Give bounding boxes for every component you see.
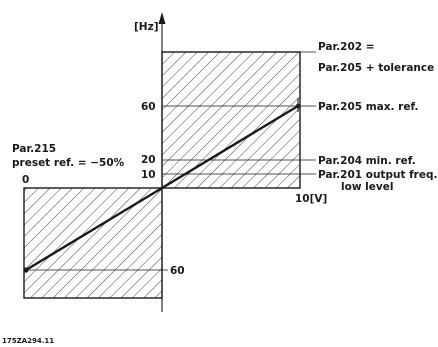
- upper-hatched-region: [161, 51, 301, 189]
- label-par202-line1: Par.202 =: [318, 41, 375, 53]
- label-par205: Par.205 max. ref.: [318, 101, 418, 113]
- tick-neg-60: 60: [170, 265, 185, 277]
- figure-code: 175ZA294.11: [2, 337, 54, 345]
- tick-60: 60: [141, 101, 156, 113]
- tick-10: 10: [141, 169, 156, 181]
- label-par202-line2: Par.205 + tolerance: [318, 62, 434, 74]
- label-par201-line2: low level: [341, 181, 393, 193]
- y-unit-label: [Hz]: [134, 21, 159, 33]
- y-axis-arrow-icon: [158, 12, 166, 24]
- label-par201-line1: Par.201 output freq.: [318, 169, 438, 181]
- characteristic-line: [25, 104, 299, 272]
- label-par204: Par.204 min. ref.: [318, 155, 416, 167]
- x-unit-label: 10[V]: [295, 193, 327, 205]
- start-point: [23, 267, 29, 273]
- x-zero-label: 0: [22, 174, 29, 186]
- label-par215-line2: preset ref. = −50%: [12, 157, 125, 169]
- label-par215-line1: Par.215: [12, 143, 56, 155]
- tick-20: 20: [141, 154, 156, 166]
- lower-hatched-region: [23, 187, 163, 299]
